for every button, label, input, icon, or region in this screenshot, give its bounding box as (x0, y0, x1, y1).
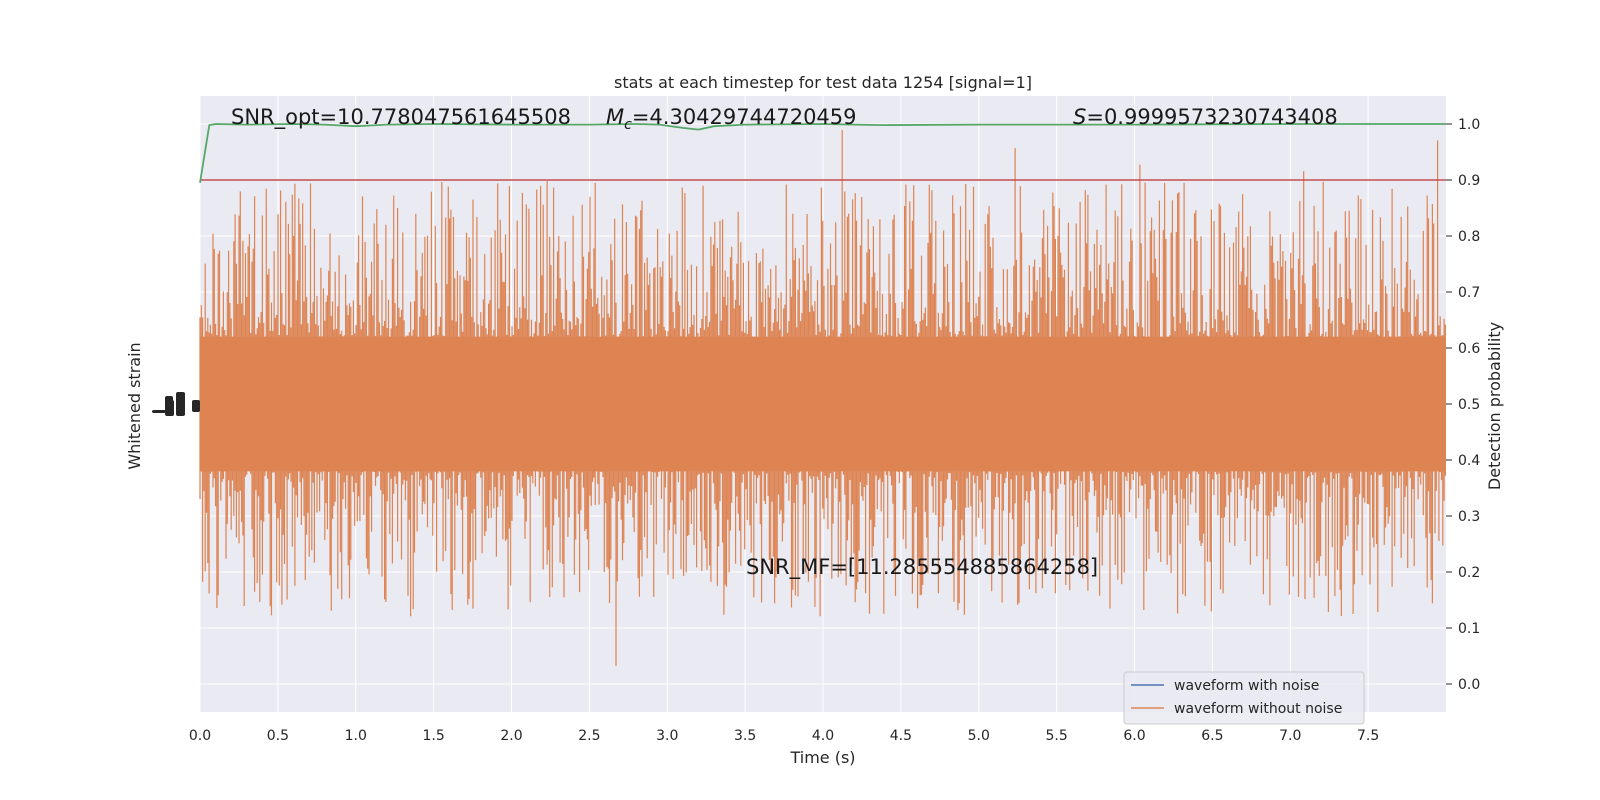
line-series (199, 123, 1446, 183)
x-tick-label: 5.0 (968, 728, 990, 744)
legend-label-clean: waveform without noise (1174, 701, 1342, 717)
s-annotation: S=0.9999573230743408 (1073, 105, 1338, 129)
left-tick-labels (152, 392, 200, 416)
y-tick-label: 0.4 (1458, 453, 1480, 469)
left-tick-blob (152, 410, 166, 413)
x-tick-label: 6.0 (1123, 728, 1145, 744)
x-tick-label: 7.5 (1357, 728, 1379, 744)
x-tick-labels: 0.0 0.5 1.0 1.5 2.0 2.5 3.0 3.5 4.0 4.5 5.0 5.5 6.0 6… (189, 728, 1379, 744)
right-axis-label: Detection probability (1485, 322, 1504, 490)
legend: waveform with noise waveform without noi… (1123, 671, 1365, 725)
x-tick-label: 2.5 (578, 728, 600, 744)
x-tick-label: 3.5 (734, 728, 756, 744)
detection-probability-line (199, 123, 1446, 183)
x-tick-label: 1.0 (345, 728, 367, 744)
legend-label-noise: waveform with noise (1174, 678, 1319, 694)
x-tick-label: 0.0 (189, 728, 211, 744)
left-axis-label: Whitened strain (125, 342, 144, 469)
y-tick-label: 0.8 (1458, 229, 1480, 245)
y-tick-label: 0.2 (1458, 565, 1480, 581)
x-tick-label: 4.5 (890, 728, 912, 744)
x-tick-label: 3.0 (656, 728, 678, 744)
strain-series (199, 129, 1446, 666)
x-tick-label: 2.0 (500, 728, 522, 744)
x-axis-label: Time (s) (789, 748, 855, 767)
x-tick-label: 7.0 (1279, 728, 1301, 744)
y-tick-label: 0.5 (1458, 397, 1480, 413)
x-tick-label: 5.5 (1045, 728, 1067, 744)
y-tick-label: 0.1 (1458, 621, 1480, 637)
mc-annotation: Mc=4.30429744720459 (606, 105, 857, 133)
y-tick-label: 0.0 (1458, 677, 1480, 693)
y-tick-label: 0.3 (1458, 509, 1480, 525)
y-tick-label: 0.7 (1458, 285, 1480, 301)
left-tick-blob (192, 400, 200, 412)
legend-box (1123, 671, 1365, 725)
snr-mf-annotation: SNR_MF=[11.285554885864258] (746, 555, 1098, 580)
x-tick-label: 6.5 (1201, 728, 1223, 744)
x-tick-label: 1.5 (422, 728, 444, 744)
y-tick-label: 0.9 (1458, 173, 1480, 189)
y-tick-label: 0.6 (1458, 341, 1480, 357)
chart-title: stats at each timestep for test data 125… (614, 73, 1032, 92)
left-tick-blob (168, 400, 174, 416)
left-tick-blob (176, 392, 185, 416)
snr-opt-annotation: SNR_opt=10.778047561645508 (231, 105, 571, 130)
x-tick-label: 4.0 (812, 728, 834, 744)
x-tick-label: 0.5 (267, 728, 289, 744)
y-tick-label: 1.0 (1458, 117, 1480, 133)
y-tick-labels: 0.0 0.1 0.2 0.3 0.4 0.5 0.6 0.7 0.8 0.9 1.0 (1446, 117, 1480, 693)
